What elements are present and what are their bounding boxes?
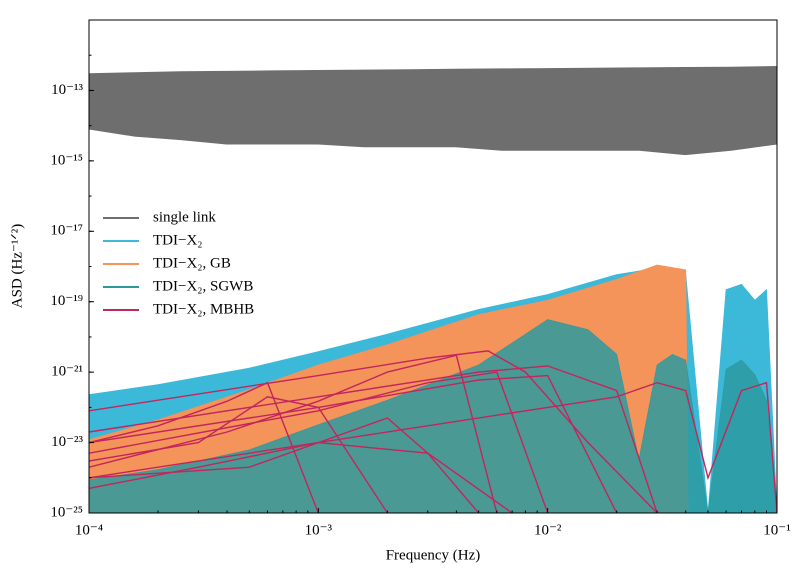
plot-area xyxy=(89,65,777,513)
x-tick-label: 10⁻³ xyxy=(305,522,333,538)
mbhb-curve xyxy=(89,417,480,513)
mbhb-curve xyxy=(89,374,618,513)
mbhb-curve xyxy=(89,365,658,513)
y-tick-label: 10⁻¹³ xyxy=(51,82,83,98)
mbhb-curve xyxy=(89,381,777,513)
x-tick-label: 10⁻¹ xyxy=(763,522,790,538)
asd-band xyxy=(89,319,777,513)
asd-band xyxy=(89,65,777,156)
x-axis-label: Frequency (Hz) xyxy=(386,547,481,563)
y-tick-label: 10⁻²³ xyxy=(51,434,83,450)
y-tick-label: 10⁻¹⁷ xyxy=(50,223,83,239)
mbhb-curve xyxy=(89,381,319,513)
legend-label: single link xyxy=(153,209,216,225)
y-tick-label: 10⁻¹⁹ xyxy=(50,293,83,309)
x-tick-label: 10⁻² xyxy=(534,522,562,538)
legend-label: TDI−X₂, SGWB xyxy=(153,278,253,294)
y-axis-label: ASD (Hz⁻¹ᐟ²) xyxy=(9,224,25,309)
x-tick-label: 10⁻⁴ xyxy=(75,522,103,538)
legend-label: TDI−X₂ xyxy=(153,232,203,248)
legend-label: TDI−X₂, MBHB xyxy=(153,301,254,317)
mbhb-curve xyxy=(89,396,388,513)
y-tick-label: 10⁻²⁵ xyxy=(50,504,83,520)
y-tick-label: 10⁻²¹ xyxy=(51,364,83,380)
mbhb-curve xyxy=(89,371,549,513)
mbhb-curve xyxy=(89,354,498,513)
legend-label: TDI−X₂, GB xyxy=(153,255,231,271)
mbhb-curve xyxy=(89,350,658,513)
y-tick-label: 10⁻¹⁵ xyxy=(50,152,83,168)
mbhb-curve xyxy=(89,441,513,513)
